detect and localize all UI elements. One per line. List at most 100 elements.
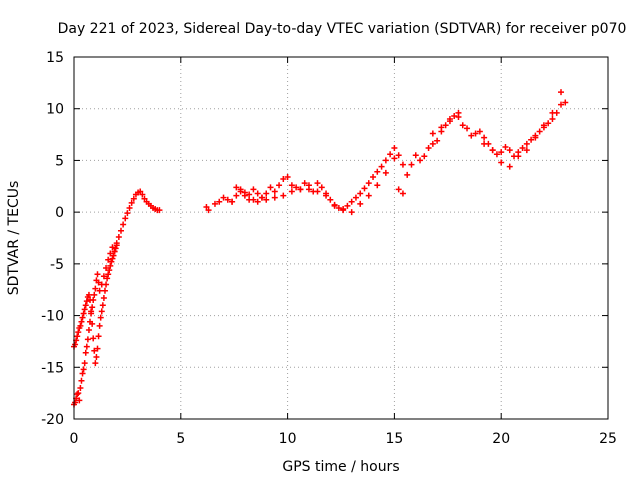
data-point: [263, 196, 270, 203]
data-point: [464, 125, 471, 132]
data-point: [246, 196, 253, 203]
data-point: [79, 314, 86, 321]
y-tick-label: 10: [46, 102, 64, 118]
data-point: [382, 169, 389, 176]
data-point: [92, 360, 99, 367]
data-point: [425, 145, 432, 152]
data-point: [429, 140, 436, 147]
data-point: [97, 314, 104, 321]
data-point: [314, 180, 321, 187]
data-point: [91, 291, 98, 298]
data-point: [263, 190, 270, 197]
data-point: [481, 134, 488, 141]
data-point: [254, 190, 261, 197]
x-tick-label: 0: [70, 431, 79, 447]
data-point: [481, 140, 488, 147]
x-tick-label: 5: [176, 431, 185, 447]
data-point: [120, 221, 127, 228]
x-tick-label: 15: [385, 431, 403, 447]
data-point: [216, 198, 223, 205]
data-point: [75, 329, 82, 336]
data-point: [205, 207, 212, 214]
data-point: [280, 192, 287, 199]
data-point: [442, 122, 449, 129]
data-point: [288, 188, 295, 195]
data-point: [108, 258, 115, 265]
data-point: [115, 233, 122, 240]
axis-ticks: 0 5 10 15 20 25 -20 -15 -10 -5 0 5 10 15: [41, 50, 617, 447]
data-point: [361, 185, 368, 192]
data-point: [498, 149, 505, 156]
data-point: [536, 128, 543, 135]
data-point: [112, 245, 119, 252]
data-point: [498, 159, 505, 166]
y-tick-label: 5: [55, 153, 64, 169]
y-tick-label: -10: [41, 309, 64, 325]
data-point: [105, 256, 112, 263]
data-point: [387, 151, 394, 158]
data-point: [85, 327, 92, 334]
data-point: [528, 136, 535, 143]
data-point: [87, 297, 94, 304]
data-point: [103, 264, 110, 271]
data-point: [421, 153, 428, 160]
data-point: [267, 184, 274, 191]
data-point: [506, 147, 513, 154]
data-point: [74, 391, 81, 398]
data-point: [80, 310, 87, 317]
data-point: [305, 182, 312, 189]
data-point: [96, 322, 103, 329]
data-point: [78, 318, 85, 325]
data-point: [109, 255, 116, 262]
data-point: [90, 335, 97, 342]
data-point: [378, 163, 385, 170]
data-point: [327, 196, 334, 203]
data-point: [233, 184, 240, 191]
data-point: [540, 122, 547, 129]
data-point: [83, 343, 90, 350]
y-tick-label: -5: [50, 257, 64, 273]
data-point: [124, 210, 131, 217]
data-point: [111, 248, 118, 255]
y-tick-label: -20: [41, 412, 64, 428]
chart-title: Day 221 of 2023, Sidereal Day-to-day VTE…: [58, 21, 627, 37]
data-point: [545, 120, 552, 127]
data-point: [562, 99, 569, 106]
data-points: [71, 89, 569, 408]
data-point: [323, 192, 330, 199]
data-point: [344, 202, 351, 209]
data-point: [493, 151, 500, 158]
data-point: [92, 285, 99, 292]
data-point: [340, 207, 347, 214]
data-point: [297, 186, 304, 193]
data-point: [472, 130, 479, 137]
data-point: [468, 132, 475, 139]
data-point: [84, 336, 91, 343]
data-point: [284, 173, 291, 180]
data-point: [404, 171, 411, 178]
x-tick-label: 10: [279, 431, 297, 447]
data-point: [72, 399, 79, 406]
data-point: [141, 195, 148, 202]
data-point: [246, 191, 253, 198]
data-point: [94, 345, 101, 352]
data-point: [89, 304, 96, 311]
data-point: [77, 384, 84, 391]
data-point: [374, 182, 381, 189]
data-point: [233, 192, 240, 199]
data-point: [523, 140, 530, 147]
data-point: [91, 347, 98, 354]
data-point: [224, 196, 231, 203]
data-point: [95, 279, 102, 286]
data-point: [107, 250, 114, 257]
data-point: [502, 143, 509, 150]
data-point: [117, 227, 124, 234]
data-point: [106, 267, 113, 274]
data-point: [76, 397, 83, 404]
data-point: [558, 101, 565, 108]
data-point: [446, 118, 453, 125]
data-point: [348, 209, 355, 216]
data-point: [532, 134, 539, 141]
data-point: [100, 294, 107, 301]
